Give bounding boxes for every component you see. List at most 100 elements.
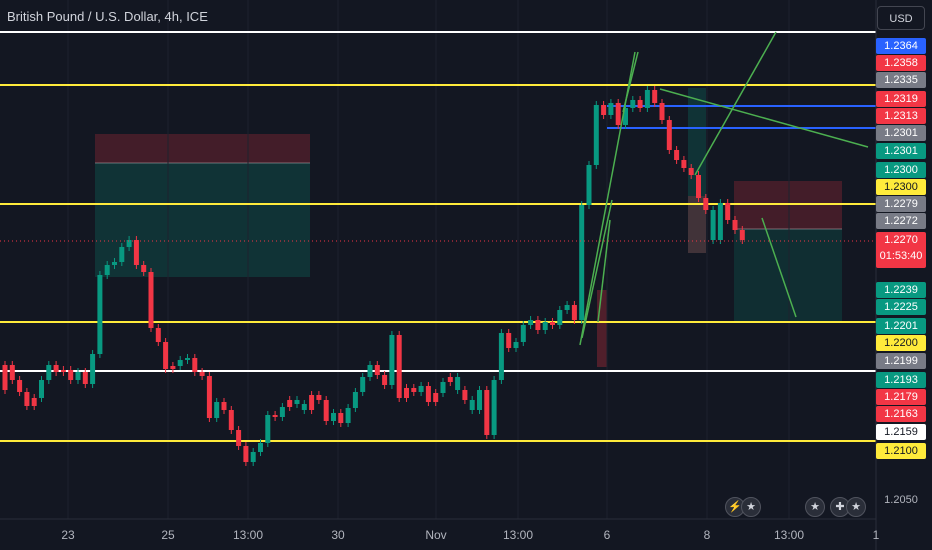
candle[interactable] — [287, 396, 293, 411]
candle[interactable] — [250, 448, 256, 466]
target-zone[interactable] — [734, 229, 842, 321]
trendline[interactable] — [694, 31, 777, 176]
candle[interactable] — [462, 386, 468, 404]
candle[interactable] — [411, 384, 417, 396]
trendline[interactable] — [597, 219, 611, 323]
stop-zone[interactable] — [95, 134, 310, 163]
candle[interactable] — [498, 329, 504, 384]
candle[interactable] — [316, 391, 322, 404]
candle[interactable] — [542, 318, 548, 334]
candle[interactable] — [163, 338, 169, 373]
currency-button[interactable]: USD — [877, 6, 925, 30]
candle[interactable] — [535, 316, 541, 334]
candle[interactable] — [126, 236, 132, 251]
highlight-zone[interactable] — [597, 290, 607, 367]
candle[interactable] — [279, 403, 285, 421]
candle[interactable] — [192, 354, 198, 376]
candle[interactable] — [352, 388, 358, 412]
candle[interactable] — [601, 101, 607, 119]
candle[interactable] — [9, 361, 15, 384]
candle[interactable] — [75, 368, 81, 384]
candle[interactable] — [177, 356, 183, 370]
candle[interactable] — [469, 396, 475, 414]
candle[interactable] — [367, 361, 373, 381]
candle[interactable] — [506, 329, 512, 352]
candle[interactable] — [513, 338, 519, 352]
candle[interactable] — [688, 164, 694, 179]
candle[interactable] — [725, 199, 731, 224]
us-flag-icon[interactable]: ★ — [805, 497, 825, 517]
candle[interactable] — [447, 373, 453, 386]
candle[interactable] — [615, 99, 621, 129]
candle[interactable] — [717, 199, 723, 244]
candle[interactable] — [593, 101, 599, 169]
candle[interactable] — [644, 86, 650, 112]
candle[interactable] — [243, 442, 249, 466]
candle[interactable] — [338, 409, 344, 427]
candle[interactable] — [374, 361, 380, 379]
candle[interactable] — [520, 321, 526, 346]
candle[interactable] — [141, 261, 147, 276]
trendline[interactable] — [761, 217, 797, 318]
candle[interactable] — [206, 372, 212, 422]
highlight-zone[interactable] — [688, 196, 706, 253]
candle[interactable] — [608, 99, 614, 119]
candle[interactable] — [214, 398, 220, 422]
candle[interactable] — [104, 261, 110, 279]
candle[interactable] — [477, 386, 482, 414]
candle[interactable] — [170, 362, 176, 373]
candle[interactable] — [31, 394, 37, 410]
candle[interactable] — [550, 318, 555, 329]
candle[interactable] — [331, 409, 336, 425]
candle[interactable] — [46, 361, 52, 384]
candle[interactable] — [674, 146, 680, 164]
candle[interactable] — [228, 406, 234, 434]
candle[interactable] — [571, 301, 577, 324]
candle[interactable] — [24, 388, 30, 410]
candle[interactable] — [681, 156, 687, 172]
us-flag-icon[interactable]: ★ — [846, 497, 866, 517]
candle[interactable] — [710, 206, 716, 244]
candle[interactable] — [491, 376, 497, 439]
candle[interactable] — [623, 104, 628, 129]
candle[interactable] — [53, 361, 59, 376]
candle[interactable] — [90, 350, 96, 388]
candle[interactable] — [455, 373, 461, 394]
candle[interactable] — [221, 398, 227, 414]
candle[interactable] — [301, 400, 307, 414]
candle[interactable] — [236, 426, 242, 450]
candle[interactable] — [382, 371, 388, 389]
candle[interactable] — [425, 382, 431, 406]
candle[interactable] — [185, 354, 190, 364]
candle[interactable] — [418, 382, 424, 396]
candle[interactable] — [39, 376, 44, 402]
candle[interactable] — [309, 391, 315, 414]
candle[interactable] — [528, 316, 534, 329]
candle[interactable] — [659, 99, 665, 124]
candle[interactable] — [17, 376, 23, 396]
candle[interactable] — [323, 396, 329, 425]
candle[interactable] — [666, 116, 672, 154]
trendline[interactable] — [622, 51, 639, 113]
candle[interactable] — [148, 268, 154, 332]
candle[interactable] — [155, 324, 161, 346]
candle[interactable] — [637, 96, 643, 112]
candle[interactable] — [265, 411, 271, 447]
candle[interactable] — [484, 386, 490, 439]
candle[interactable] — [272, 411, 278, 421]
candle[interactable] — [389, 331, 395, 389]
candle[interactable] — [703, 194, 709, 214]
candle[interactable] — [258, 439, 263, 456]
candle[interactable] — [97, 271, 103, 358]
lightning-icon[interactable]: ⚡ — [725, 497, 745, 517]
candle[interactable] — [294, 396, 300, 408]
candle[interactable] — [433, 389, 439, 406]
candle[interactable] — [360, 373, 366, 396]
candle[interactable] — [199, 368, 205, 380]
us-flag-icon[interactable]: ★ — [741, 497, 761, 517]
candle[interactable] — [60, 366, 66, 376]
candle[interactable] — [440, 378, 446, 397]
candle[interactable] — [345, 404, 351, 427]
candle[interactable] — [68, 366, 74, 384]
candle[interactable] — [630, 96, 636, 112]
